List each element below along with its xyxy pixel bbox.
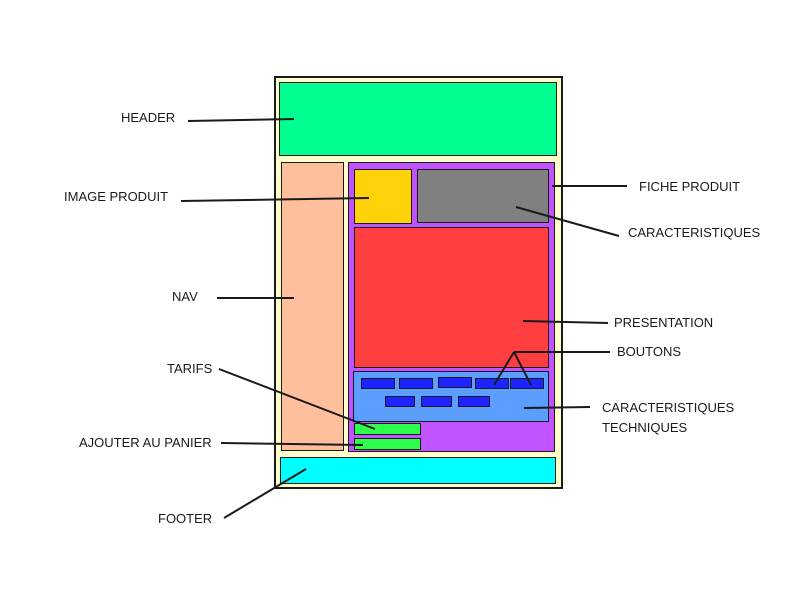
header-block [279,82,557,156]
leader-presentation [522,320,609,324]
tarifs-block [354,423,421,435]
bouton-block [361,378,395,389]
label-ajouter-au-panier: AJOUTER AU PANIER [79,435,212,450]
label-presentation: PRESENTATION [614,315,714,330]
bouton-block [399,378,433,389]
leader-footer [223,468,307,519]
label-tarifs: TARIFS [167,361,213,376]
leader-tarifs [218,368,376,430]
leader-caracteristiques-techniques [523,406,591,409]
leader-caracteristiques [515,206,620,237]
footer-block [280,457,556,484]
label-boutons: BOUTONS [617,344,682,359]
leader-boutons-left [493,351,515,386]
bouton-block [421,396,452,407]
label-caracteristiques-techniques-1: CARACTERISTIQUES [602,400,735,415]
leader-ajouter-au-panier [220,442,364,446]
bouton-block [385,396,415,407]
label-caracteristiques: CARACTERISTIQUES [628,225,761,240]
image-produit-block [354,169,412,224]
bouton-block [475,378,509,389]
label-image-produit: IMAGE PRODUIT [64,189,169,204]
label-footer: FOOTER [158,511,213,526]
leader-header [187,118,295,122]
presentation-block [354,227,549,368]
nav-block [281,162,344,451]
leader-image-produit [180,197,370,202]
caracteristiques-block [417,169,549,223]
bouton-block [438,377,472,388]
bouton-block [458,396,490,407]
leader-boutons-right [513,351,532,386]
label-fiche-produit: FICHE PRODUIT [639,179,741,194]
label-caracteristiques-techniques-2: TECHNIQUES [602,420,688,435]
label-nav: NAV [172,289,198,304]
label-header: HEADER [121,110,176,125]
